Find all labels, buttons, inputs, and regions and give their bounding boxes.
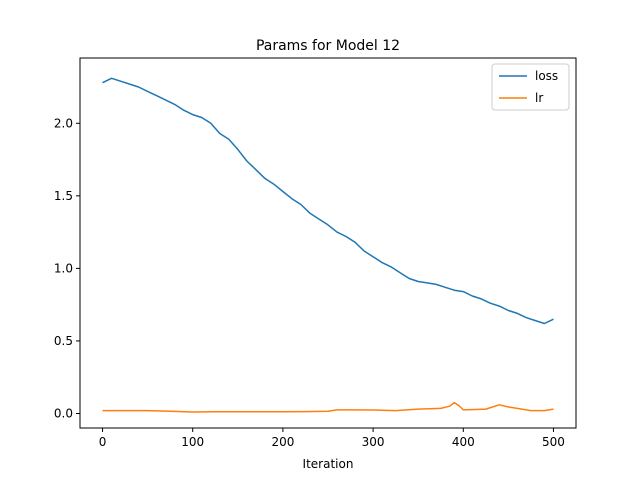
x-tick-label: 400: [452, 435, 475, 449]
x-tick-label: 500: [542, 435, 565, 449]
y-tick-label: 2.0: [54, 116, 73, 130]
chart-title: Params for Model 12: [256, 38, 400, 54]
x-tick-label: 0: [99, 435, 107, 449]
plot-frame: [79, 57, 577, 429]
y-tick-label: 0.5: [54, 334, 73, 348]
y-tick-label: 1.0: [54, 261, 73, 275]
x-tick-label: 200: [271, 435, 294, 449]
legend: loss lr: [491, 63, 570, 111]
y-tick-label: 1.5: [54, 189, 73, 203]
x-tick-label: 300: [362, 435, 385, 449]
legend-label-loss: loss: [535, 69, 558, 83]
legend-label-lr: lr: [535, 91, 543, 105]
x-axis: 0 100 200 300 400 500: [99, 428, 565, 449]
y-axis: 0.0 0.5 1.0 1.5 2.0: [54, 116, 80, 420]
y-tick-label: 0.0: [54, 406, 73, 420]
series-line-lr: [102, 401, 554, 413]
x-axis-title: Iteration: [303, 457, 354, 471]
series-layer: [102, 77, 554, 413]
series-line-loss: [102, 77, 554, 325]
x-tick-label: 100: [181, 435, 204, 449]
